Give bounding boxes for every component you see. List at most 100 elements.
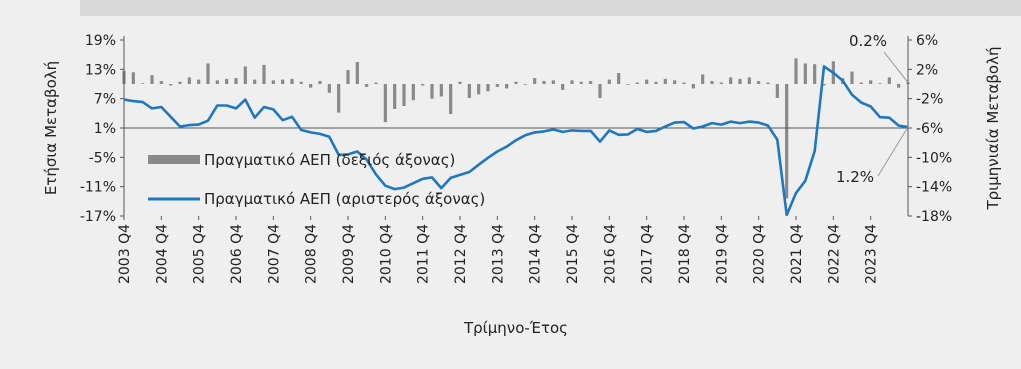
x-tick-label: 2011 Q4 <box>416 224 432 284</box>
right-tick-label: -10% <box>916 150 952 166</box>
bar <box>421 84 424 85</box>
bar <box>785 84 788 198</box>
bar <box>225 79 228 84</box>
bar <box>888 77 891 84</box>
right-tick-label: 2% <box>916 62 938 78</box>
bar <box>720 83 723 84</box>
bar <box>524 84 527 85</box>
right-tick-label: 6% <box>916 33 938 49</box>
bar <box>346 70 349 84</box>
bar <box>692 84 695 88</box>
right-tick-label: -14% <box>916 180 952 196</box>
bar <box>654 82 657 84</box>
bar <box>617 73 620 84</box>
bar <box>869 80 872 84</box>
bar <box>206 63 209 84</box>
x-tick-label: 2022 Q4 <box>826 224 842 284</box>
bar <box>244 66 247 84</box>
bar <box>458 82 461 84</box>
bar <box>496 84 499 87</box>
bar <box>216 80 219 84</box>
left-tick-label: 7% <box>94 92 116 108</box>
bar <box>178 82 181 84</box>
bar <box>710 81 713 84</box>
left-tick-label: 13% <box>85 62 116 78</box>
bar <box>757 81 760 84</box>
bar <box>132 72 135 84</box>
bar <box>188 77 191 84</box>
bar <box>384 84 387 122</box>
bar <box>673 80 676 84</box>
x-tick-label: 2015 Q4 <box>565 224 581 284</box>
bar <box>393 84 396 109</box>
left-tick-label: -5% <box>89 150 116 166</box>
x-tick-label: 2016 Q4 <box>602 224 618 284</box>
bar <box>141 83 144 84</box>
bar <box>729 77 732 84</box>
bar <box>300 82 303 84</box>
x-tick-label: 2010 Q4 <box>378 224 394 284</box>
bar <box>486 84 489 91</box>
bar <box>477 84 480 94</box>
left-tick-label: -17% <box>80 209 116 225</box>
bar <box>234 78 237 84</box>
bar <box>440 84 443 96</box>
right-tick-label: -6% <box>916 121 943 137</box>
x-tick-label: 2004 Q4 <box>154 224 170 284</box>
annotation-bar: 0.2% <box>849 32 887 50</box>
bar <box>608 80 611 84</box>
bar <box>542 81 545 84</box>
x-tick-label: 2009 Q4 <box>341 224 357 284</box>
x-tick-label: 2012 Q4 <box>453 224 469 284</box>
bar <box>169 84 172 85</box>
x-tick-label: 2013 Q4 <box>490 224 506 284</box>
bar <box>776 84 779 98</box>
right-tick-label: -18% <box>916 209 952 225</box>
bar <box>197 80 200 84</box>
x-tick-label: 2014 Q4 <box>528 224 544 284</box>
bar <box>356 62 359 84</box>
bar <box>449 84 452 114</box>
x-tick-label: 2018 Q4 <box>677 224 693 284</box>
bar <box>850 72 853 84</box>
bar <box>514 82 517 84</box>
bar <box>150 75 153 84</box>
bar <box>337 84 340 113</box>
bar <box>552 80 555 84</box>
left-tick-label: -11% <box>80 180 116 196</box>
bar <box>598 84 601 98</box>
bar <box>430 84 433 99</box>
bar <box>878 83 881 84</box>
bar <box>412 84 415 100</box>
bar <box>860 83 863 84</box>
bar <box>374 83 377 84</box>
labels: Ετήσια Μεταβολή Τριμηνιαία Μεταβολή Τρίμην… <box>42 32 1002 337</box>
legend-label-line: Πραγματικό ΑΕΠ (αριστερός άξονας) <box>204 190 485 208</box>
bar <box>580 82 583 84</box>
bar <box>664 79 667 84</box>
bar <box>794 58 797 84</box>
bar <box>318 81 321 84</box>
bar <box>645 80 648 84</box>
x-tick-label: 2003 Q4 <box>117 224 133 284</box>
y-axis-title-right: Τριμηνιαία Μεταβολή <box>984 47 1002 211</box>
annotation-leader-line <box>878 127 908 176</box>
x-tick-label: 2006 Q4 <box>229 224 245 284</box>
bar <box>281 80 284 84</box>
bar <box>328 84 331 93</box>
bar <box>636 83 639 84</box>
right-tick-label: -2% <box>916 92 943 108</box>
x-tick-label: 2007 Q4 <box>266 224 282 284</box>
bar <box>262 65 265 84</box>
bar <box>589 81 592 84</box>
bar <box>738 79 741 84</box>
bar <box>309 84 312 88</box>
bar <box>701 74 704 84</box>
bar <box>290 79 293 84</box>
legend-label-bar: Πραγματικό ΑΕΠ (δεξιός άξονας) <box>204 151 455 169</box>
bar <box>561 84 564 90</box>
bar <box>533 78 536 84</box>
y-axis-title-left: Ετήσια Μεταβολή <box>42 61 60 195</box>
